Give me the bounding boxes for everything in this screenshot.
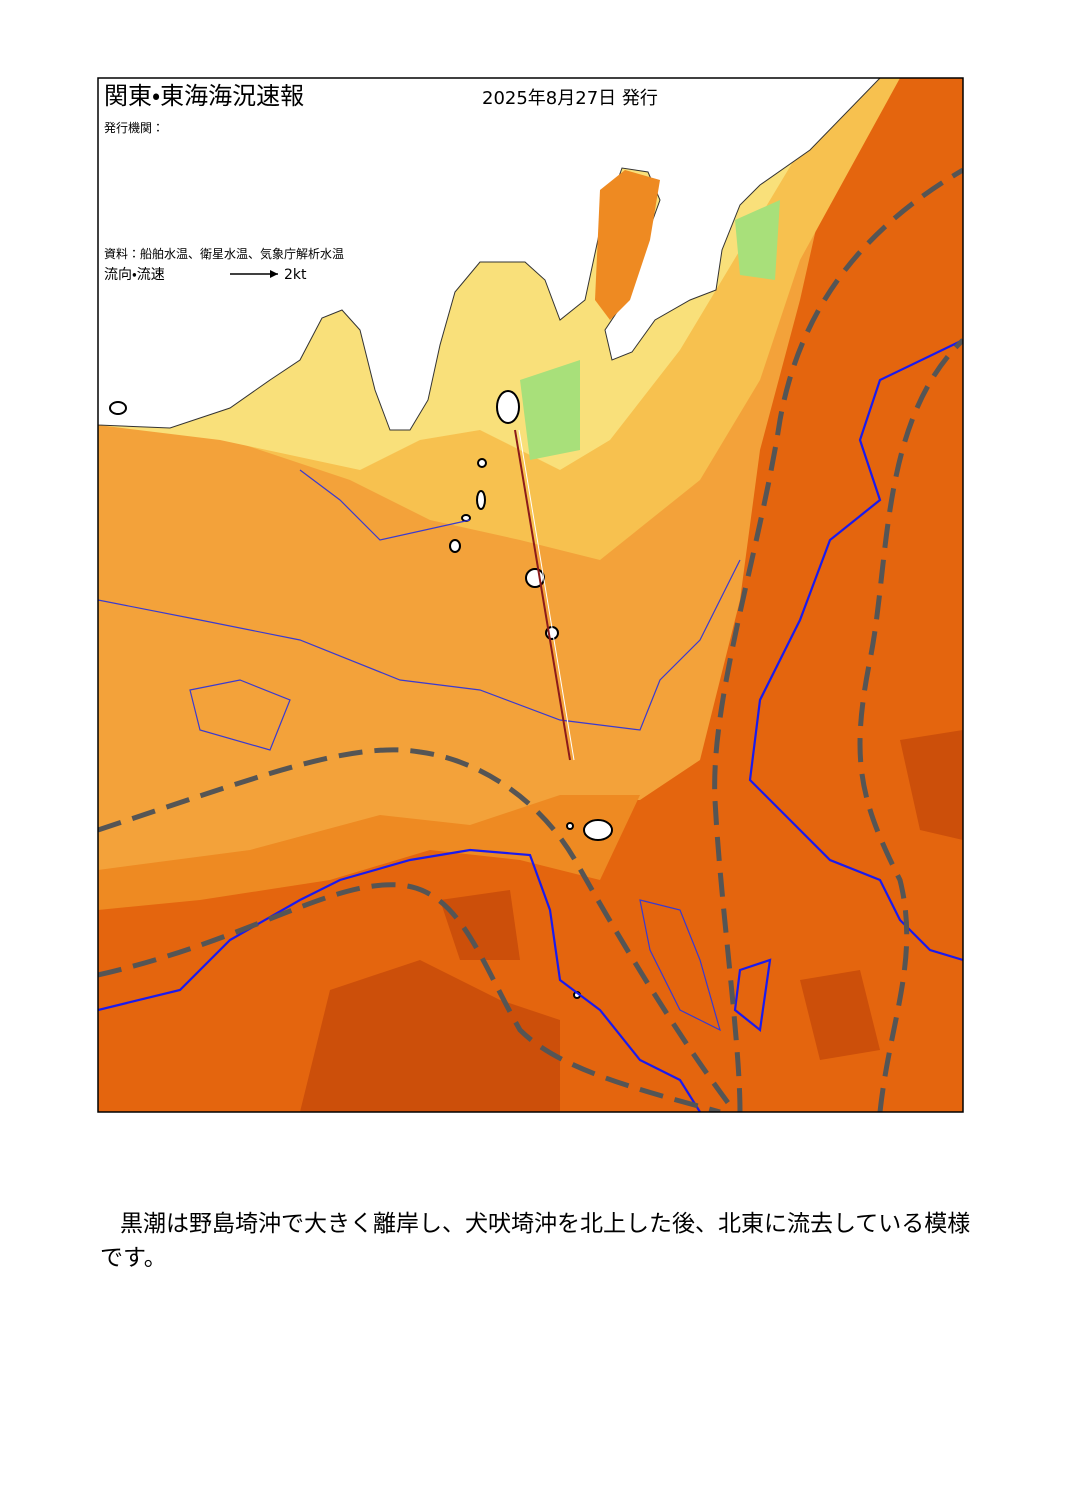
island <box>476 490 486 510</box>
land <box>98 78 881 431</box>
current-track <box>518 429 575 761</box>
legend-arrowhead <box>270 270 278 278</box>
current-track <box>514 429 571 761</box>
comment: 黒潮は野島埼沖で大きく離岸し、犬吠埼沖を北上した後、北東に流去している模様です。 <box>100 1211 971 1271</box>
kuroshio-path <box>98 882 721 1112</box>
isotherm <box>299 469 471 541</box>
kuroshio-path <box>98 747 737 1112</box>
map-frame <box>97 77 964 1113</box>
kuroshio-path <box>712 167 963 1112</box>
isotherm <box>98 559 741 731</box>
island <box>109 401 127 415</box>
legend-label: 流向・流速 <box>104 267 165 283</box>
legend-speed: 2kt <box>284 267 307 283</box>
isotherm <box>98 848 701 1112</box>
source: 資料：船舶水温、衛星水温、気象庁解析水温 <box>104 246 344 261</box>
island <box>496 390 520 424</box>
isotherm <box>733 958 772 1033</box>
island <box>583 819 613 841</box>
island <box>566 822 574 830</box>
sea-mid <box>98 795 640 910</box>
isotherm-30 <box>98 339 963 1112</box>
isotherm-29 <box>98 469 741 1032</box>
isotherm <box>639 899 721 1032</box>
sea-hot <box>300 730 963 1112</box>
isotherm <box>189 679 291 751</box>
issue-date: 2025年8月27日 発行 <box>482 88 658 109</box>
island <box>449 539 461 553</box>
title: 関東・東海海況速報 <box>104 82 304 110</box>
sea-cool <box>520 200 780 460</box>
isotherm <box>748 339 963 962</box>
issuer-label: 発行機関： <box>104 121 164 135</box>
kuroshio-path <box>857 338 963 1112</box>
kuroshio-axis <box>98 167 963 1112</box>
island <box>477 458 487 468</box>
map <box>98 78 963 1112</box>
tokyo-bay <box>595 170 660 320</box>
